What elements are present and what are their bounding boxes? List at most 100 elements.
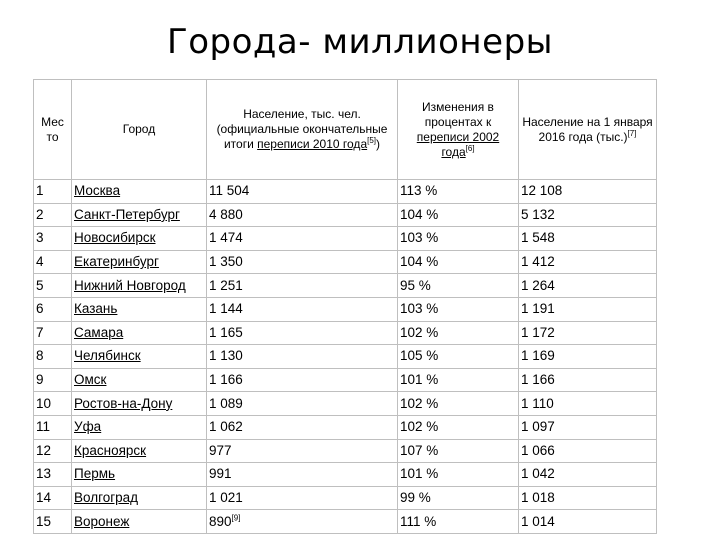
change-cell: 105 % — [397, 344, 519, 369]
ref-7[interactable]: [7] — [627, 128, 637, 138]
change-cell: 95 % — [397, 273, 519, 298]
population-2016-cell: 1 066 — [518, 438, 657, 464]
header-city: Город — [71, 79, 207, 180]
rank-cell: 9 — [33, 367, 72, 393]
rank-cell: 8 — [33, 344, 72, 369]
population-2010-value: 991 — [209, 466, 232, 482]
header-rank: Мес то — [33, 79, 72, 180]
city-link[interactable]: Казань — [74, 301, 118, 317]
population-2010-value: 1 130 — [209, 348, 243, 364]
city-cell: Самара — [71, 320, 207, 346]
table-row: 6 Казань 1 144 103 % 1 191 — [33, 296, 657, 322]
table-row: 15 Воронеж 890[9] 111 % 1 014 — [33, 509, 657, 534]
city-link[interactable]: Екатеринбург — [74, 254, 159, 270]
city-link[interactable]: Красноярск — [74, 442, 147, 458]
header-population-2010: Население, тыс. чел. (официальные оконча… — [206, 79, 398, 180]
header-change: Изменения в процентах к переписи 2002 го… — [397, 79, 519, 180]
table-header-row: Мес то Город Население, тыс. чел. (офици… — [33, 79, 657, 180]
city-link[interactable]: Санкт-Петербург — [74, 206, 180, 222]
ref-6[interactable]: [6] — [465, 143, 475, 153]
table-row: 12 Красноярск 977 107 % 1 066 — [33, 438, 657, 464]
change-cell: 101 % — [397, 462, 519, 487]
change-cell: 107 % — [397, 438, 519, 464]
city-link[interactable]: Ростов-на-Дону — [74, 395, 173, 411]
rank-cell: 5 — [33, 273, 72, 298]
change-cell: 102 % — [397, 320, 519, 346]
city-cell: Санкт-Петербург — [71, 202, 207, 228]
population-2010-value: 977 — [209, 442, 232, 458]
population-2010-cell: 1 089 — [206, 391, 398, 416]
city-link[interactable]: Омск — [74, 372, 107, 388]
population-2010-value: 11 504 — [209, 183, 250, 199]
population-ref[interactable]: [9] — [231, 513, 241, 523]
population-2010-value: 1 251 — [209, 277, 243, 293]
cities-table: Мес то Город Население, тыс. чел. (офици… — [33, 79, 657, 534]
table-row: 2 Санкт-Петербург 4 880 104 % 5 132 — [33, 202, 657, 228]
change-cell: 102 % — [397, 414, 519, 440]
city-link[interactable]: Самара — [74, 324, 124, 340]
city-cell: Казань — [71, 296, 207, 322]
rank-cell: 7 — [33, 320, 72, 346]
city-cell: Москва — [71, 179, 207, 204]
city-link[interactable]: Волгоград — [74, 490, 139, 506]
city-cell: Пермь — [71, 462, 207, 487]
population-2016-cell: 1 110 — [518, 391, 657, 416]
city-link[interactable]: Уфа — [74, 419, 102, 435]
city-link[interactable]: Воронеж — [74, 513, 130, 529]
table-row: 11 Уфа 1 062 102 % 1 097 — [33, 414, 657, 440]
city-link[interactable]: Челябинск — [74, 348, 141, 364]
population-2010-value: 1 089 — [209, 395, 243, 411]
city-link[interactable]: Москва — [74, 183, 121, 199]
rank-cell: 15 — [33, 509, 72, 534]
population-2016-cell: 5 132 — [518, 202, 657, 228]
city-cell: Волгоград — [71, 485, 207, 511]
rank-cell: 11 — [33, 414, 72, 440]
header-population-close: ) — [376, 137, 381, 151]
change-cell: 99 % — [397, 485, 519, 511]
population-2016-cell: 1 264 — [518, 273, 657, 298]
city-link[interactable]: Нижний Новгород — [74, 277, 186, 293]
population-2010-cell: 1 130 — [206, 344, 398, 369]
population-2010-cell: 4 880 — [206, 202, 398, 228]
population-2010-cell: 977 — [206, 438, 398, 464]
population-2010-value: 890 — [209, 513, 232, 529]
population-2010-value: 4 880 — [209, 206, 243, 222]
rank-cell: 6 — [33, 296, 72, 322]
census-2010-link[interactable]: переписи 2010 года — [257, 137, 368, 151]
ref-5[interactable]: [5] — [367, 136, 377, 145]
table-row: 7 Самара 1 165 102 % 1 172 — [33, 320, 657, 346]
population-2010-cell: 1 474 — [206, 226, 398, 251]
population-2016-cell: 1 169 — [518, 344, 657, 369]
population-2010-cell: 1 350 — [206, 249, 398, 275]
rank-cell: 12 — [33, 438, 72, 464]
change-cell: 103 % — [397, 226, 519, 251]
population-2010-cell: 1 165 — [206, 320, 398, 346]
city-cell: Челябинск — [71, 344, 207, 369]
population-2016-cell: 1 097 — [518, 414, 657, 440]
city-cell: Уфа — [71, 414, 207, 440]
population-2010-cell: 1 251 — [206, 273, 398, 298]
population-2010-cell: 890[9] — [206, 509, 398, 534]
rank-cell: 14 — [33, 485, 72, 511]
population-2010-value: 1 062 — [209, 419, 243, 435]
city-cell: Новосибирск — [71, 226, 207, 251]
city-cell: Нижний Новгород — [71, 273, 207, 298]
change-cell: 104 % — [397, 202, 519, 228]
table-row: 13 Пермь 991 101 % 1 042 — [33, 462, 657, 487]
city-cell: Красноярск — [71, 438, 207, 464]
change-cell: 113 % — [397, 179, 519, 204]
population-2010-cell: 1 144 — [206, 296, 398, 322]
table-row: 9 Омск 1 166 101 % 1 166 — [33, 367, 657, 393]
population-2010-cell: 11 504 — [206, 179, 398, 204]
city-link[interactable]: Пермь — [74, 466, 116, 482]
rank-cell: 13 — [33, 462, 72, 487]
rank-cell: 10 — [33, 391, 72, 416]
population-2016-cell: 1 014 — [518, 509, 657, 534]
city-link[interactable]: Новосибирск — [74, 230, 156, 246]
census-2002-link[interactable]: переписи 2002 года — [416, 129, 500, 159]
population-2016-cell: 1 018 — [518, 485, 657, 511]
population-2016-cell: 1 166 — [518, 367, 657, 393]
population-2010-value: 1 144 — [209, 301, 243, 317]
header-population-2016: Население на 1 января 2016 года (тыс.)[7… — [518, 79, 657, 180]
city-cell: Воронеж — [71, 509, 207, 534]
